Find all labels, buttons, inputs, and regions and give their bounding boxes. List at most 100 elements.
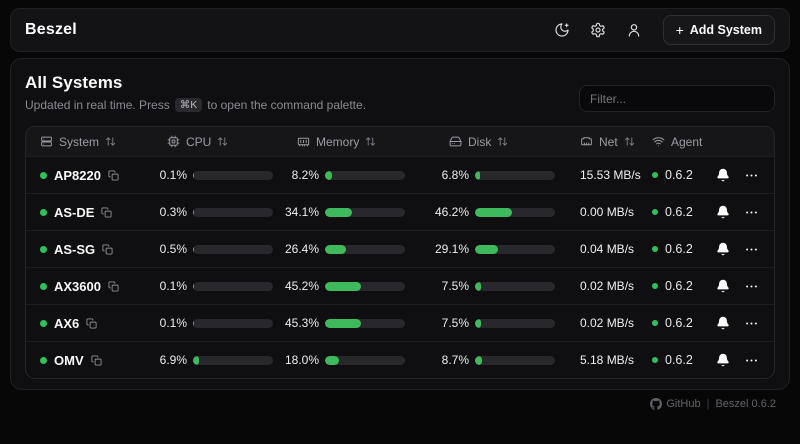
cpu-meter: [193, 318, 273, 328]
status-dot: [40, 319, 47, 327]
add-system-button[interactable]: + Add System: [662, 15, 775, 45]
filter-input[interactable]: [579, 85, 775, 112]
agent-status-dot: [652, 246, 658, 252]
column-label: Net: [599, 134, 618, 149]
agent-cell: 0.6.2: [638, 242, 708, 256]
table-row[interactable]: OMV 6.9% 18.0% 8.7% 5.18 MB/s 0.6.2: [26, 341, 774, 378]
memory-meter: [325, 244, 405, 254]
system-name: AP8220: [54, 167, 101, 183]
disk-cell: 6.8%: [435, 168, 566, 182]
cpu-meter: [193, 170, 273, 180]
agent-cell: 0.6.2: [638, 279, 708, 293]
copy-icon[interactable]: [86, 317, 97, 329]
agent-version: 0.6.2: [665, 316, 693, 330]
disk-meter: [475, 207, 555, 217]
bell-icon: [716, 353, 730, 367]
column-label: CPU: [186, 134, 212, 149]
alerts-bell-button[interactable]: [710, 347, 736, 373]
cpu-cell: 0.1%: [153, 168, 283, 182]
column-label: Agent: [671, 134, 703, 149]
disk-cell: 7.5%: [435, 316, 566, 330]
alerts-bell-button[interactable]: [710, 162, 736, 188]
command-palette-kbd: ⌘K: [174, 98, 203, 112]
row-menu-button[interactable]: [738, 273, 764, 299]
copy-icon[interactable]: [91, 354, 102, 366]
disk-cell: 8.7%: [435, 353, 566, 367]
alerts-bell-button[interactable]: [710, 199, 736, 225]
ellipsis-icon: [744, 353, 759, 368]
all-systems-card: All Systems Updated in real time. Press …: [10, 58, 790, 390]
sort-icon: [217, 136, 228, 147]
column-header-disk[interactable]: Disk: [435, 135, 566, 149]
user-menu-button[interactable]: [619, 15, 649, 45]
brand-logo[interactable]: Beszel: [25, 21, 77, 38]
cpu-icon: [167, 135, 180, 148]
system-name: OMV: [54, 352, 84, 368]
disk-meter: [475, 355, 555, 365]
agent-version: 0.6.2: [665, 353, 693, 367]
cpu-cell: 0.1%: [153, 279, 283, 293]
cpu-meter: [193, 281, 273, 291]
row-menu-button[interactable]: [738, 347, 764, 373]
table-header-row: System CPU Memory Disk: [26, 127, 774, 156]
memory-cell: 18.0%: [283, 353, 435, 367]
alerts-bell-button[interactable]: [710, 310, 736, 336]
theme-toggle-button[interactable]: [547, 15, 577, 45]
alerts-bell-button[interactable]: [710, 236, 736, 262]
system-name: AX6: [54, 315, 80, 331]
column-header-memory[interactable]: Memory: [283, 135, 435, 149]
github-link[interactable]: GitHub: [650, 398, 701, 410]
status-dot: [40, 171, 47, 179]
alerts-bell-button[interactable]: [710, 273, 736, 299]
table-row[interactable]: AP8220 0.1% 8.2% 6.8% 15.53 MB/s 0.6.2: [26, 156, 774, 193]
column-header-net[interactable]: Net: [566, 135, 638, 149]
table-row[interactable]: AS-DE 0.3% 34.1% 46.2% 0.00 MB/s 0.6.2: [26, 193, 774, 230]
status-dot: [40, 282, 47, 290]
row-menu-button[interactable]: [738, 236, 764, 262]
agent-status-dot: [652, 320, 658, 326]
ellipsis-icon: [744, 279, 759, 294]
agent-version: 0.6.2: [665, 242, 693, 256]
column-header-system[interactable]: System: [26, 135, 153, 149]
disk-value: 7.5%: [441, 316, 469, 330]
settings-button[interactable]: [583, 15, 613, 45]
table-row[interactable]: AX3600 0.1% 45.2% 7.5% 0.02 MB/s 0.6.2: [26, 267, 774, 304]
system-cell: AS-DE: [26, 205, 153, 220]
status-dot: [40, 356, 47, 364]
ellipsis-icon: [744, 316, 759, 331]
system-cell: AX6: [26, 316, 153, 331]
ellipsis-icon: [744, 168, 759, 183]
agent-cell: 0.6.2: [638, 353, 708, 367]
sort-icon: [624, 136, 635, 147]
agent-cell: 0.6.2: [638, 205, 708, 219]
cpu-meter: [193, 355, 273, 365]
agent-status-dot: [652, 209, 658, 215]
disk-cell: 46.2%: [435, 205, 566, 219]
copy-icon[interactable]: [108, 280, 119, 292]
row-actions: [708, 347, 774, 373]
copy-icon[interactable]: [102, 243, 113, 255]
cpu-cell: 0.5%: [153, 242, 283, 256]
agent-version: 0.6.2: [665, 279, 693, 293]
memory-cell: 45.3%: [283, 316, 435, 330]
row-menu-button[interactable]: [738, 162, 764, 188]
net-value: 0.00 MB/s: [580, 205, 635, 219]
net-value: 15.53 MB/s: [580, 168, 641, 182]
column-header-cpu[interactable]: CPU: [153, 135, 283, 149]
cpu-value: 0.5%: [159, 242, 187, 256]
column-label: Memory: [316, 134, 360, 149]
moon-star-icon: [554, 22, 570, 38]
memory-cell: 34.1%: [283, 205, 435, 219]
disk-value: 8.7%: [441, 353, 469, 367]
row-actions: [708, 273, 774, 299]
table-row[interactable]: AS-SG 0.5% 26.4% 29.1% 0.04 MB/s 0.6.2: [26, 230, 774, 267]
copy-icon[interactable]: [101, 206, 112, 218]
row-menu-button[interactable]: [738, 310, 764, 336]
copy-icon[interactable]: [108, 169, 119, 181]
status-dot: [40, 208, 47, 216]
bell-icon: [716, 242, 730, 256]
cpu-meter: [193, 244, 273, 254]
table-row[interactable]: AX6 0.1% 45.3% 7.5% 0.02 MB/s 0.6.2: [26, 304, 774, 341]
agent-version: 0.6.2: [665, 168, 693, 182]
row-menu-button[interactable]: [738, 199, 764, 225]
